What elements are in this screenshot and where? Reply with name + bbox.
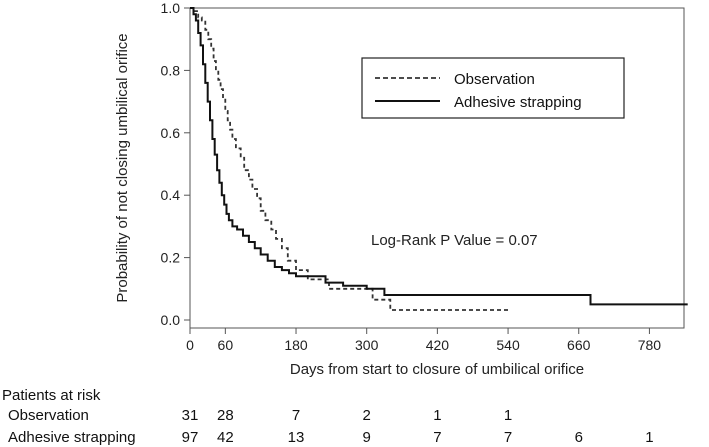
y-tick-label: 0.6 — [161, 125, 181, 141]
y-tick-label: 0.8 — [161, 62, 181, 78]
series-line-observation — [190, 7, 511, 311]
risk-table-title: Patients at risk — [2, 387, 101, 404]
plot-frame — [189, 7, 685, 329]
risk-row-label-observation: Observation — [8, 407, 89, 424]
risk-count-adhesive-strapping: 1 — [645, 429, 653, 446]
x-tick-label: 420 — [426, 337, 450, 353]
risk-count-adhesive-strapping: 42 — [217, 429, 234, 446]
x-tick-label: 0 — [186, 337, 194, 353]
y-tick-label: 0.4 — [161, 187, 181, 203]
series-line-adhesive-strapping — [190, 7, 688, 306]
y-axis-title: Probability of not closing umbilical ori… — [114, 33, 131, 302]
x-axis: 0 60 180 300 420 540 660 780 — [186, 328, 661, 353]
legend-box — [361, 57, 625, 119]
risk-table: Patients at risk Observation Adhesive st… — [2, 387, 654, 446]
risk-count-adhesive-strapping: 13 — [288, 429, 305, 446]
risk-count-observation: 28 — [217, 407, 234, 424]
x-tick-label: 780 — [638, 337, 662, 353]
risk-count-adhesive-strapping: 7 — [433, 429, 441, 446]
risk-count-observation: 31 — [182, 407, 199, 424]
log-rank-annotation: Log-Rank P Value = 0.07 — [371, 232, 538, 249]
y-axis: 0.0 0.2 0.4 0.6 0.8 1.0 — [161, 0, 190, 328]
x-tick-label: 60 — [218, 337, 234, 353]
y-tick-label: 0.2 — [161, 250, 181, 266]
x-tick-label: 660 — [567, 337, 591, 353]
risk-count-adhesive-strapping: 6 — [575, 429, 583, 446]
risk-count-observation: 7 — [292, 407, 300, 424]
legend-label-adhesive-strapping: Adhesive strapping — [454, 94, 582, 111]
legend-label-observation: Observation — [454, 71, 535, 88]
x-tick-label: 180 — [284, 337, 308, 353]
risk-row-label-adhesive-strapping: Adhesive strapping — [8, 429, 136, 446]
y-tick-label: 0.0 — [161, 312, 181, 328]
risk-count-adhesive-strapping: 7 — [504, 429, 512, 446]
x-tick-label: 300 — [355, 337, 379, 353]
risk-count-observation: 1 — [504, 407, 512, 424]
risk-count-observation: 2 — [363, 407, 371, 424]
risk-count-adhesive-strapping: 9 — [363, 429, 371, 446]
legend: Observation Adhesive strapping — [361, 57, 625, 119]
x-axis-title: Days from start to closure of umbilical … — [290, 361, 584, 378]
risk-count-adhesive-strapping: 97 — [182, 429, 199, 446]
y-tick-label: 1.0 — [161, 0, 181, 16]
x-tick-label: 540 — [496, 337, 520, 353]
risk-count-observation: 1 — [433, 407, 441, 424]
